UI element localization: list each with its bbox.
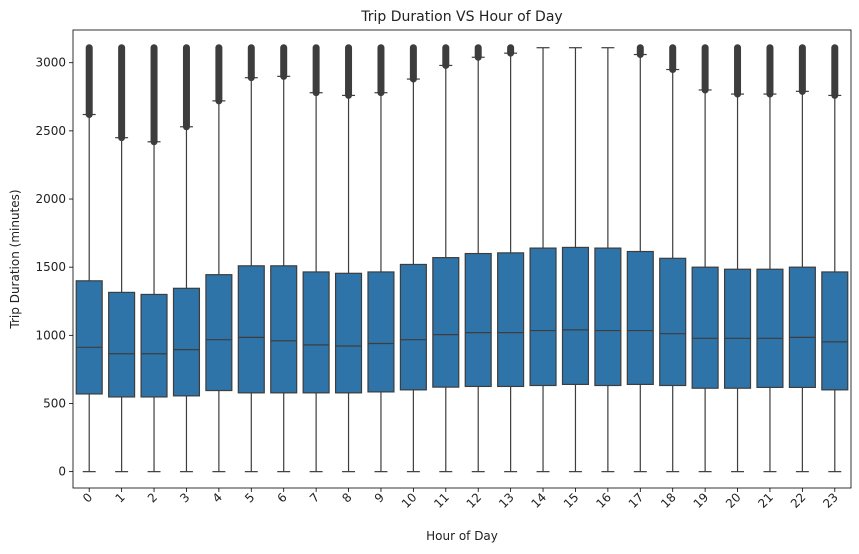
- iqr-box: [399, 263, 427, 391]
- x-axis: 0 1 2 3 4 5 6 7 8 9 10 11 12 13 14 15 16 17 18 19 20 21 22 23: [80, 488, 841, 511]
- x-tick-label: 21: [755, 490, 776, 511]
- y-tick-label: 2000: [35, 192, 66, 206]
- box-hour-6: [270, 44, 298, 473]
- x-axis-label: Hour of Day: [426, 529, 498, 543]
- iqr-box: [497, 252, 525, 388]
- x-tick-label: 13: [496, 490, 517, 511]
- box-hour-10: [399, 44, 427, 473]
- x-tick-label: 0: [80, 490, 95, 505]
- x-tick-label: 1: [112, 490, 127, 505]
- iqr-box: [529, 247, 557, 387]
- iqr-box: [821, 271, 849, 391]
- y-tick-label: 2500: [35, 124, 66, 138]
- x-tick-label: 3: [177, 490, 192, 505]
- chart-title: Trip Duration VS Hour of Day: [360, 9, 562, 25]
- iqr-box: [367, 271, 395, 393]
- x-tick-label: 18: [658, 490, 679, 511]
- box-hour-18: [659, 44, 687, 473]
- y-tick-label: 0: [58, 465, 66, 479]
- y-axis-label: Trip Duration (minutes): [8, 189, 22, 329]
- x-tick-label: 6: [275, 490, 290, 505]
- box-hour-12: [464, 44, 492, 473]
- iqr-box: [140, 293, 168, 398]
- box-hour-9: [367, 44, 395, 473]
- box-hour-3: [172, 44, 201, 473]
- x-tick-label: 9: [372, 490, 387, 505]
- x-tick-label: 8: [339, 490, 354, 505]
- x-tick-label: 15: [561, 490, 582, 511]
- box-hour-16: [594, 47, 622, 473]
- iqr-box: [626, 250, 654, 386]
- x-tick-label: 11: [431, 490, 452, 511]
- box-hour-22: [788, 44, 816, 473]
- box-hour-19: [691, 44, 719, 473]
- box-hour-13: [497, 44, 525, 473]
- iqr-box: [172, 287, 201, 397]
- box-hour-11: [432, 44, 460, 473]
- y-tick-label: 1500: [35, 260, 66, 274]
- y-axis: 0 500 1000 1500 2000 2500 3000: [35, 56, 73, 479]
- x-tick-label: 19: [691, 490, 712, 511]
- x-tick-label: 14: [528, 490, 549, 511]
- iqr-box: [205, 274, 233, 392]
- box-hour-8: [334, 44, 363, 473]
- box-hour-4: [205, 44, 233, 473]
- box-hour-0: [75, 44, 103, 473]
- x-tick-label: 7: [307, 490, 322, 505]
- iqr-box: [270, 265, 298, 394]
- box-hour-7: [302, 44, 330, 473]
- box-hour-21: [756, 44, 784, 473]
- x-tick-label: 23: [820, 490, 841, 511]
- iqr-box: [108, 291, 136, 398]
- box-hour-23: [821, 44, 849, 473]
- iqr-box: [75, 280, 103, 395]
- y-tick-label: 1000: [35, 328, 66, 342]
- x-tick-label: 10: [399, 490, 420, 511]
- iqr-box: [691, 266, 719, 389]
- iqr-box: [659, 257, 687, 387]
- y-tick-label: 3000: [35, 56, 66, 70]
- x-tick-label: 16: [593, 490, 614, 511]
- iqr-box: [464, 252, 492, 388]
- x-tick-label: 12: [464, 490, 485, 511]
- iqr-box: [723, 268, 752, 389]
- box-hour-5: [237, 44, 265, 473]
- box-hour-1: [108, 44, 136, 473]
- boxes-layer: [75, 44, 849, 473]
- box-hour-20: [723, 44, 752, 473]
- box-hour-15: [561, 47, 590, 473]
- iqr-box: [237, 265, 265, 394]
- iqr-box: [432, 257, 460, 388]
- x-tick-label: 5: [242, 490, 257, 505]
- x-tick-label: 4: [210, 490, 225, 505]
- iqr-box: [561, 246, 590, 386]
- plot-frame: [72, 29, 852, 489]
- x-tick-label: 2: [145, 490, 160, 505]
- box-hour-17: [626, 44, 654, 473]
- box-hour-2: [140, 44, 168, 473]
- y-tick-label: 500: [43, 396, 66, 410]
- x-tick-label: 17: [626, 490, 647, 511]
- iqr-box: [334, 272, 363, 394]
- x-tick-label: 22: [788, 490, 809, 511]
- x-tick-label: 20: [723, 490, 744, 511]
- iqr-box: [756, 268, 784, 389]
- iqr-box: [594, 247, 622, 387]
- box-hour-14: [529, 47, 557, 473]
- iqr-box: [302, 271, 330, 394]
- iqr-box: [788, 266, 816, 389]
